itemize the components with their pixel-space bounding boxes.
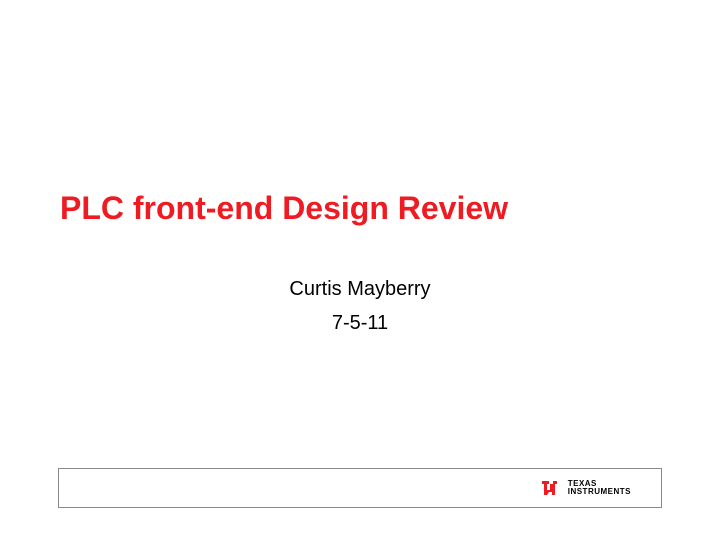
slide-date: 7-5-11 <box>0 312 720 335</box>
footer-box: TEXAS INSTRUMENTS <box>58 468 662 508</box>
ti-logo: TEXAS INSTRUMENTS <box>540 477 631 499</box>
slide-title: PLC front-end Design Review <box>60 190 508 227</box>
ti-logo-mark-icon <box>540 477 562 499</box>
ti-logo-text-bottom: INSTRUMENTS <box>568 488 631 496</box>
slide-author: Curtis Mayberry <box>0 278 720 301</box>
slide: PLC front-end Design Review Curtis Maybe… <box>0 0 720 540</box>
ti-logo-text: TEXAS INSTRUMENTS <box>568 480 631 496</box>
